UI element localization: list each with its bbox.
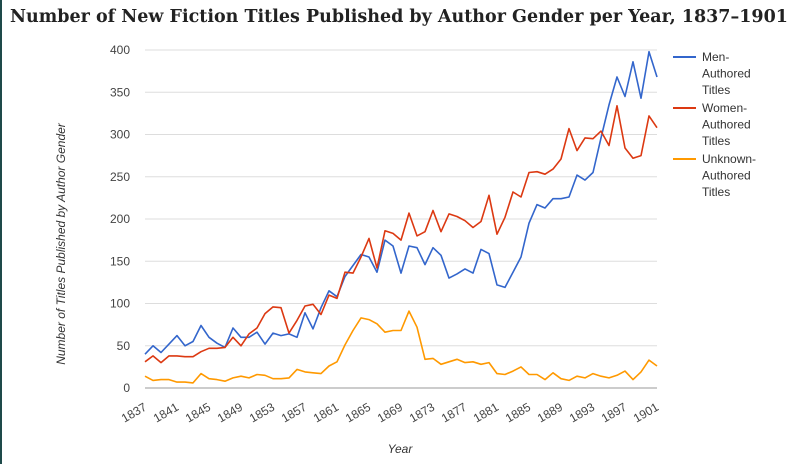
x-tick-label: 1849 <box>215 400 245 426</box>
x-tick-label: 1861 <box>311 400 341 426</box>
legend-label-2: Women-Authored Titles <box>702 101 751 148</box>
series-line-1 <box>144 50 658 355</box>
y-tick-label: 200 <box>110 212 130 226</box>
x-tick-label: 1865 <box>343 400 373 426</box>
x-tick-label: 1869 <box>375 400 405 426</box>
legend-label-1: Men-Authored Titles <box>702 50 751 97</box>
x-tick-label: 1841 <box>151 400 181 426</box>
legend-label-3: Unknown-Authored Titles <box>702 152 756 199</box>
x-tick-label: 1837 <box>119 400 149 426</box>
x-tick-label: 1889 <box>535 400 565 426</box>
x-tick-label: 1853 <box>247 400 277 426</box>
x-tick-label: 1901 <box>631 400 661 426</box>
x-tick-label: 1845 <box>183 400 213 426</box>
x-tick-label: 1893 <box>567 400 597 426</box>
x-tick-label: 1881 <box>471 400 501 426</box>
x-tick-label: 1857 <box>279 400 309 426</box>
y-tick-label: 350 <box>110 85 130 99</box>
x-tick-label: 1897 <box>599 400 629 426</box>
y-tick-label: 0 <box>123 381 130 395</box>
x-tick-label: 1877 <box>439 400 469 426</box>
y-tick-label: 50 <box>117 339 131 353</box>
y-tick-label: 250 <box>110 170 130 184</box>
y-tick-label: 400 <box>110 43 130 57</box>
y-axis-title: Number of Titles Published by Author Gen… <box>54 122 68 365</box>
series-line-3 <box>144 310 658 384</box>
y-tick-label: 300 <box>110 128 130 142</box>
x-tick-label: 1873 <box>407 400 437 426</box>
window-edge <box>0 0 2 464</box>
x-axis-title: Year <box>388 442 414 456</box>
chart-title: Number of New Fiction Titles Published b… <box>10 7 788 27</box>
series-line-2 <box>144 105 658 364</box>
y-tick-label: 100 <box>110 297 130 311</box>
y-tick-label: 150 <box>110 254 130 268</box>
x-tick-label: 1885 <box>503 400 533 426</box>
